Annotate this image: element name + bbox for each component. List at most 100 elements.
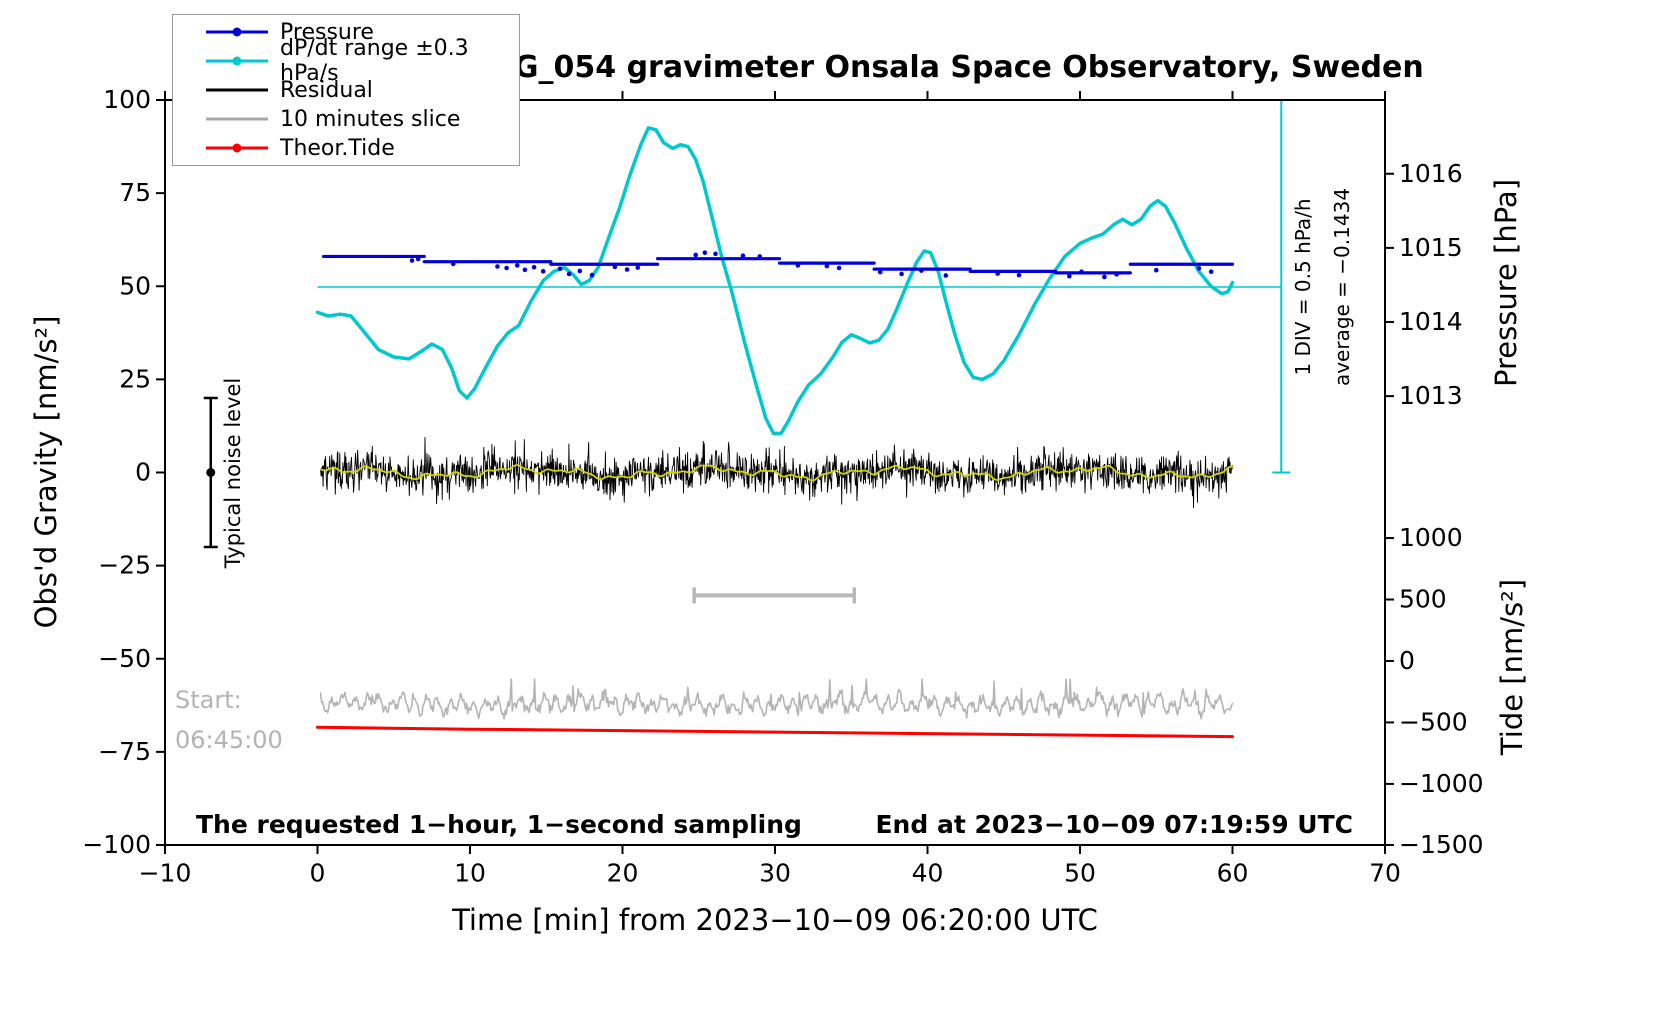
- dpdt-series: [315, 126, 1235, 436]
- slice-line-icon: [206, 105, 268, 134]
- pressure-dot: [495, 264, 500, 269]
- x-tick-label: 70: [1369, 858, 1401, 887]
- pressure-dot: [795, 263, 801, 268]
- start-label: Start:: [175, 686, 242, 714]
- sampling-note: The requested 1−hour, 1−second sampling: [196, 810, 802, 839]
- legend-item-residual: Residual: [206, 76, 519, 105]
- pressure-dot: [1114, 272, 1119, 277]
- y-left-axis-title: Obs'd Gravity [nm/s²]: [29, 315, 63, 629]
- tide-series: [316, 725, 1234, 739]
- chart-title: SCG_054 gravimeter Onsala Space Observat…: [470, 50, 1424, 85]
- legend: Pressure dP/dt range ±0.3 hPa/s Residual…: [172, 14, 520, 166]
- pressure-dot: [740, 253, 746, 259]
- legend-label: Theor.Tide: [280, 135, 395, 161]
- pressure-dot: [589, 272, 595, 278]
- tide-tick-label: 500: [1399, 585, 1447, 614]
- x-tick-label: 0: [310, 858, 326, 887]
- y-left-tick-label: 50: [119, 271, 151, 300]
- residual-line-icon: [206, 76, 268, 105]
- tide-tick-label: −1500: [1399, 830, 1484, 859]
- x-tick-label: 60: [1217, 858, 1249, 887]
- pressure-dot: [899, 271, 904, 277]
- pressure-line-icon: [206, 18, 268, 47]
- pressure-dot: [1102, 274, 1107, 280]
- start-time: 06:45:00: [175, 726, 283, 754]
- legend-item-theor-tide: Theor.Tide: [206, 134, 519, 163]
- legend-item-pressure: Pressure: [206, 18, 519, 47]
- pressure-dot: [1067, 273, 1072, 279]
- y-left-tick-label: −50: [98, 644, 151, 673]
- y-left-tick-label: −75: [98, 737, 151, 766]
- pressure-dot: [514, 263, 520, 268]
- legend-label: Pressure: [280, 19, 374, 45]
- y-left-tick-label: 0: [135, 458, 151, 487]
- tide-tick-label: 0: [1399, 646, 1415, 675]
- pressure-dot: [919, 268, 924, 273]
- legend-label: Residual: [280, 77, 373, 103]
- y-left-tick-label: −100: [82, 830, 151, 859]
- pressure-dot: [702, 250, 708, 256]
- legend-item-dpdt-range: dP/dt range ±0.3 hPa/s: [206, 36, 519, 86]
- end-note: End at 2023−10−09 07:19:59 UTC: [875, 810, 1353, 839]
- pressure-dot: [877, 269, 883, 275]
- x-tick-label: 40: [912, 858, 944, 887]
- pressure-dot: [522, 267, 528, 273]
- noise-level-label: Typical noise level: [221, 377, 245, 569]
- x-tick-label: 30: [759, 858, 791, 887]
- pressure-tick-label: 1014: [1399, 307, 1463, 336]
- pressure-dot: [757, 254, 763, 259]
- pressure-tick-label: 1013: [1399, 381, 1463, 410]
- pressure-dot: [1153, 267, 1159, 273]
- pressure-dot: [1196, 266, 1202, 271]
- pressure-dot: [577, 268, 583, 274]
- pressure-dot: [713, 251, 718, 257]
- pressure-tick-label: 1015: [1399, 233, 1463, 262]
- pressure-dot: [693, 252, 698, 258]
- x-tick-label: −10: [139, 858, 192, 887]
- legend-label: dP/dt range ±0.3 hPa/s: [280, 36, 469, 86]
- pressure-dot: [540, 269, 546, 274]
- pressure-tick-label: 1016: [1399, 159, 1463, 188]
- tide-tick-label: 1000: [1399, 523, 1463, 552]
- slice-series: [319, 678, 1234, 720]
- smoothed-residual-series: [319, 464, 1234, 482]
- pressure-dot: [1079, 269, 1084, 275]
- pressure-dot: [1016, 272, 1022, 278]
- pressure-dot: [635, 265, 641, 270]
- pressure-dot: [557, 266, 563, 272]
- x-tick-label: 50: [1064, 858, 1096, 887]
- y-left-tick-label: 75: [119, 178, 151, 207]
- pressure-dot: [531, 264, 537, 270]
- pressure-dot: [415, 256, 421, 262]
- pressure-dot: [624, 267, 630, 272]
- pressure-dot: [566, 271, 572, 277]
- scale-average-label: average = −0.1434: [1330, 187, 1354, 387]
- pressure-axis-title: Pressure [hPa]: [1489, 178, 1523, 388]
- pressure-dot: [450, 261, 456, 267]
- noise-level-dot: [206, 468, 216, 477]
- y-left-tick-label: 100: [103, 85, 151, 114]
- pressure-dot: [409, 258, 415, 263]
- x-tick-label: 10: [454, 858, 486, 887]
- pressure-dot: [824, 263, 830, 269]
- pressure-dot: [836, 265, 842, 271]
- tide-tick-label: −1000: [1399, 769, 1484, 798]
- pressure-dot: [612, 264, 618, 270]
- legend-label: 10 minutes slice: [280, 106, 461, 132]
- pressure-dot: [504, 265, 509, 271]
- tide-line-icon: [206, 134, 268, 163]
- dpdt-line-icon: [206, 47, 268, 76]
- pressure-dot: [943, 273, 949, 278]
- y-left-tick-label: −25: [98, 551, 151, 580]
- scale-div-label: 1 DIV = 0.5 hPa/h: [1291, 198, 1315, 376]
- pressure-dot: [995, 271, 1000, 276]
- tide-axis-title: Tide [nm/s²]: [1495, 578, 1529, 756]
- y-left-tick-label: 25: [119, 364, 151, 393]
- x-axis-title: Time [min] from 2023−10−09 06:20:00 UTC: [452, 903, 1098, 937]
- pressure-dot: [1208, 269, 1214, 275]
- x-tick-label: 20: [607, 858, 639, 887]
- legend-item-10min-slice: 10 minutes slice: [206, 105, 519, 134]
- tide-tick-label: −500: [1399, 707, 1468, 736]
